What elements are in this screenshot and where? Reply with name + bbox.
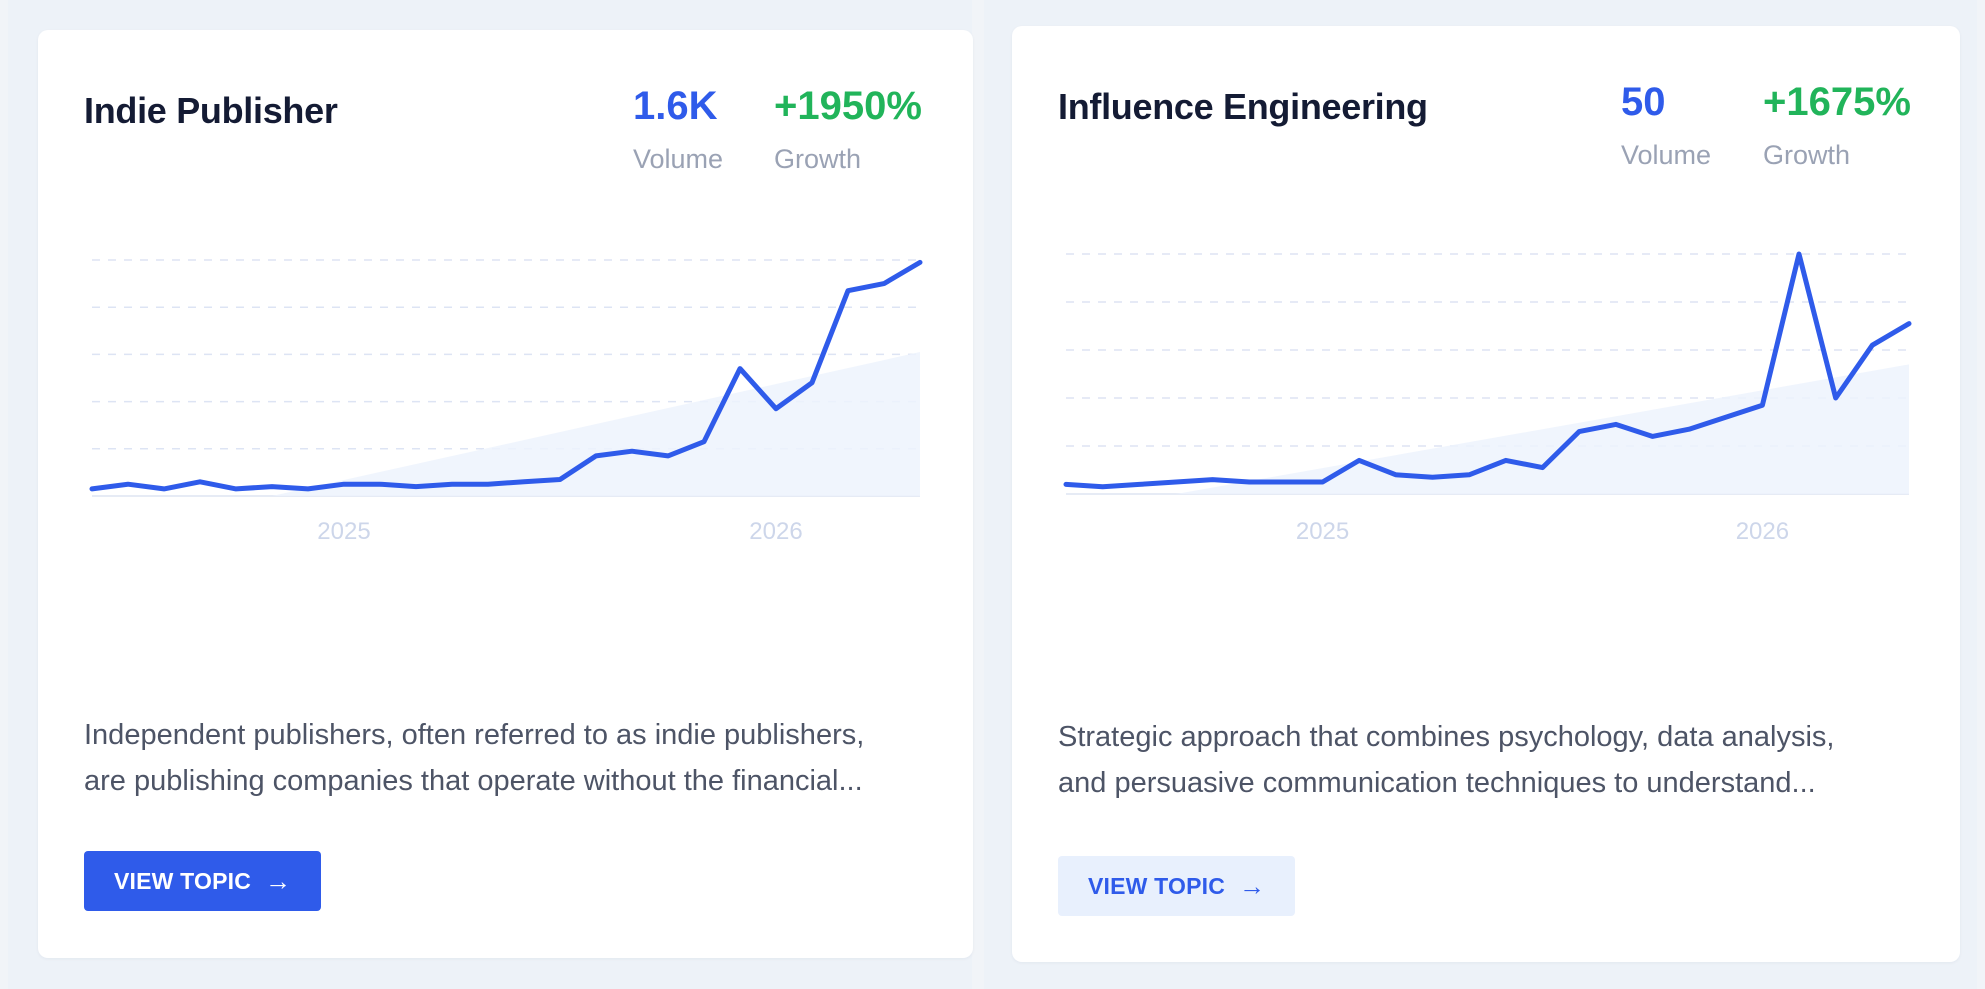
trend-chart: 2025 2026 — [89, 259, 923, 545]
card-title: Indie Publisher — [84, 90, 338, 131]
x-tick-label: 2026 — [1736, 518, 1789, 545]
arrow-right-icon: → — [265, 865, 292, 896]
description-line: Strategic approach that combines psychol… — [1058, 721, 1835, 753]
growth-label: Growth — [774, 144, 862, 174]
topic-card-indie-publisher: Indie Publisher 1.6K Volume +1950% Growt… — [38, 30, 973, 958]
volume-value: 1.6K — [633, 84, 718, 128]
description-line: and persuasive communication techniques … — [1058, 767, 1816, 799]
volume-value: 50 — [1621, 80, 1666, 124]
topic-card-influence-engineering: Influence Engineering 50 Volume +1675% G… — [1012, 26, 1960, 962]
volume-label: Volume — [1621, 140, 1712, 170]
button-label: VIEW TOPIC — [114, 867, 252, 894]
view-topic-button[interactable]: VIEW TOPIC → — [1058, 856, 1296, 916]
arrow-right-icon: → — [1239, 870, 1266, 901]
series-line — [89, 259, 923, 492]
series-line — [1063, 251, 1912, 490]
button-label: VIEW TOPIC — [1088, 872, 1226, 899]
x-tick-label: 2026 — [749, 518, 802, 545]
trend-chart: 2025 2026 — [1063, 251, 1912, 545]
card-description: Strategic approach that combines psychol… — [1058, 714, 1918, 806]
card-description: Independent publishers, often referred t… — [84, 712, 934, 804]
description-line: Independent publishers, often referred t… — [84, 719, 865, 751]
x-tick-label: 2025 — [317, 518, 370, 545]
growth-value: +1950% — [774, 84, 922, 128]
card-title: Influence Engineering — [1058, 86, 1428, 127]
volume-label: Volume — [633, 144, 724, 174]
growth-label: Growth — [1763, 140, 1851, 170]
growth-value: +1675% — [1763, 80, 1911, 124]
trend-area — [272, 352, 920, 496]
view-topic-button[interactable]: VIEW TOPIC → — [84, 851, 322, 911]
trend-area — [1175, 364, 1909, 494]
x-tick-label: 2025 — [1296, 518, 1349, 545]
description-line: are publishing companies that operate wi… — [84, 765, 863, 797]
